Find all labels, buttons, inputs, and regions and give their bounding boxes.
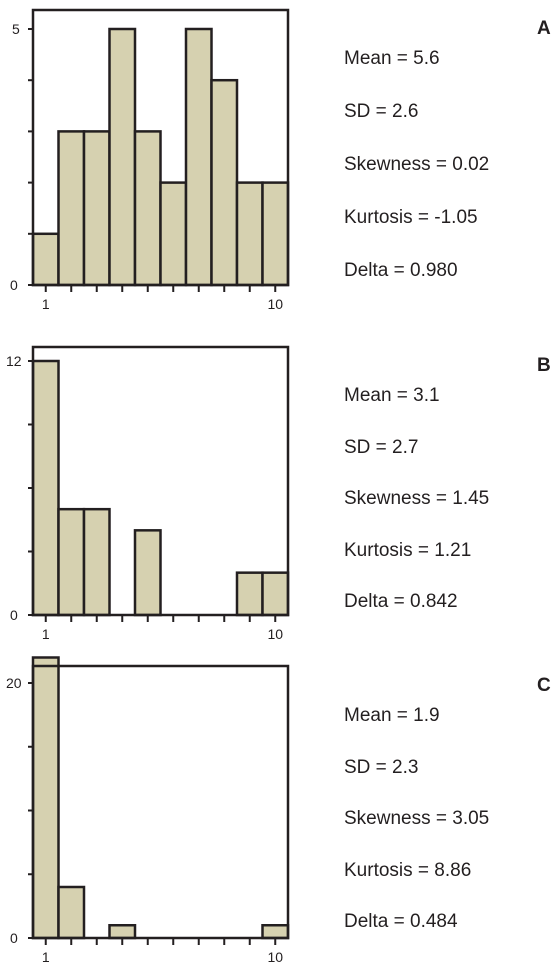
y-tick-label: 0 [10,930,18,946]
stat-kurtosis-a: Kurtosis = -1.05 [344,207,478,228]
histogram-bar [261,181,290,287]
histogram-bar [210,78,239,287]
stat-delta-b: Delta = 0.842 [344,591,458,612]
histogram-b: 0 12 1 10 [6,345,290,642]
y-tick-label: 0 [10,607,18,623]
x-tick-label: 1 [42,296,50,312]
y-tick-label: 0 [10,277,18,293]
plot-frame [31,345,290,617]
y-tick-label: 12 [6,353,22,369]
histogram-bar [31,656,60,940]
x-tick-label: 10 [267,626,283,642]
histogram-bar [261,571,290,617]
stat-skewness-b: Skewness = 1.45 [344,488,490,509]
x-tick-label: 10 [267,296,283,312]
panel-letter-b: B [537,355,551,376]
plot-frame [31,8,290,287]
histogram-a: 0 5 1 10 [10,8,290,312]
histogram-bar [261,924,290,940]
histogram-bar [57,130,86,287]
histogram-bar [57,885,86,940]
histogram-bar [108,924,137,940]
stat-sd-c: SD = 2.3 [344,757,419,778]
stat-kurtosis-b: Kurtosis = 1.21 [344,540,472,561]
panel-letter-c: C [537,675,551,696]
histogram-bar [82,507,111,617]
stat-mean-a: Mean = 5.6 [344,48,440,69]
histogram-bar [57,507,86,617]
panel-letter-a: A [537,18,551,39]
stat-delta-a: Delta = 0.980 [344,260,458,281]
x-tick-label: 10 [267,949,283,965]
stat-sd-a: SD = 2.6 [344,101,419,122]
y-tick-label: 20 [6,675,22,691]
histogram-bar [31,232,60,287]
stat-delta-c: Delta = 0.484 [344,911,458,932]
panel-a: 0 5 1 10 A Mean = 5.6 SD = 2.6 Skewness = 0… [0,0,554,335]
stat-sd-b: SD = 2.7 [344,437,419,458]
panel-c: 0 20 1 10 C Mean = 1.9 SD = 2.3 Skewness = … [0,650,554,970]
histogram-bar [108,27,137,287]
panel-b: 0 12 1 10 B Mean = 3.1 SD = 2.7 Skewness = … [0,330,554,655]
histogram-bar [31,359,60,617]
x-tick-label: 1 [42,949,50,965]
stat-skewness-a: Skewness = 0.02 [344,154,490,175]
histogram-c: 0 20 1 10 [6,656,290,965]
histogram-bar [235,181,264,287]
plot-frame [31,664,290,940]
y-tick-label: 5 [12,21,20,37]
stat-kurtosis-c: Kurtosis = 8.86 [344,860,472,881]
histogram-bar [184,27,213,287]
stat-skewness-c: Skewness = 3.05 [344,808,490,829]
histogram-bar [159,181,188,287]
histogram-bar [133,529,162,617]
histogram-bar [82,130,111,287]
stat-mean-b: Mean = 3.1 [344,385,440,406]
histogram-bar [235,571,264,617]
histogram-bar [133,130,162,287]
x-tick-label: 1 [42,626,50,642]
stat-mean-c: Mean = 1.9 [344,705,440,726]
